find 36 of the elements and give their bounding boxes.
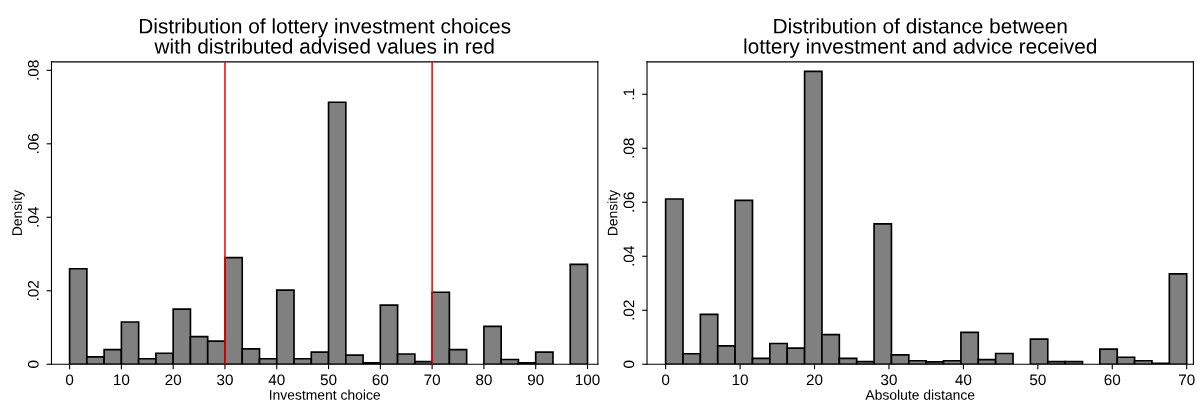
x-tick-label: 10 (114, 374, 130, 386)
y-tick-label: .06 (623, 192, 635, 212)
x-tick-label: 50 (320, 374, 337, 386)
x-axis-title: Absolute distance (865, 389, 975, 400)
x-tick-label: 70 (1179, 374, 1195, 386)
y-tick-label: 0 (623, 360, 635, 368)
y-tick-label: .04 (27, 207, 39, 227)
y-tick-label: .02 (27, 280, 39, 300)
y-tick-label: .08 (27, 60, 39, 80)
x-tick-label: 40 (955, 374, 972, 386)
x-tick-label: 80 (476, 374, 492, 386)
x-tick-label: 40 (268, 374, 285, 386)
chart-title: Distribution of distance between lottery investment and advice received (744, 18, 1097, 58)
x-tick-label: 50 (1029, 374, 1046, 386)
x-tick-label: 70 (424, 374, 441, 386)
y-tick-label: .06 (27, 133, 39, 154)
y-tick-label: 0 (27, 360, 39, 368)
y-axis-title: Density (11, 189, 25, 236)
x-tick-label: 90 (527, 374, 544, 386)
x-tick-label: 20 (165, 374, 182, 386)
y-tick-label: .04 (623, 246, 635, 266)
y-tick-label: .1 (623, 88, 635, 100)
chart-title: Distribution of lottery investment choices with distributed advised values in red (139, 18, 511, 54)
x-axis-title: Investment choice (269, 389, 381, 400)
x-tick-label: 20 (806, 374, 823, 386)
y-tick-label: .08 (623, 138, 635, 158)
x-tick-label: 100 (575, 374, 600, 386)
y-axis-title: Density (607, 189, 621, 236)
x-tick-label: 0 (661, 374, 670, 386)
x-tick-label: 0 (65, 374, 74, 386)
y-tick-label: .02 (623, 300, 635, 320)
x-tick-label: 30 (881, 374, 897, 386)
x-tick-label: 30 (217, 374, 233, 386)
x-tick-label: 10 (732, 374, 748, 386)
x-tick-label: 60 (1104, 374, 1121, 386)
x-tick-label: 60 (372, 374, 389, 386)
